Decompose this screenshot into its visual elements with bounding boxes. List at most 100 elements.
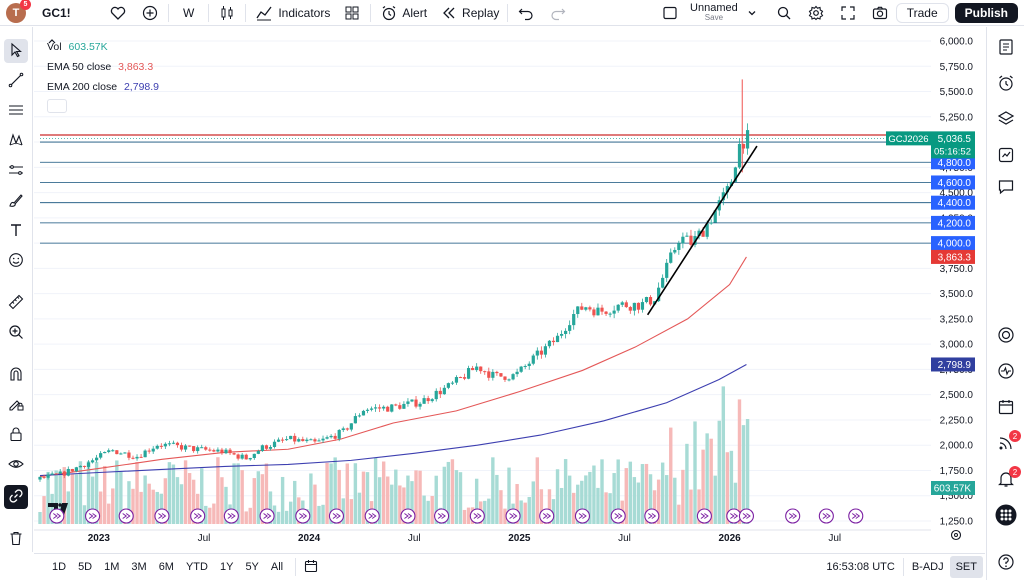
sync-drawings-tool[interactable] — [4, 485, 28, 509]
chart-type-button[interactable] — [211, 0, 243, 26]
data-window-button[interactable] — [995, 145, 1017, 167]
event-markers[interactable] — [48, 503, 864, 524]
rollover-marker-arrows — [88, 513, 97, 519]
settings-button[interactable] — [800, 0, 832, 26]
rollover-marker[interactable] — [738, 508, 754, 524]
rollover-marker[interactable] — [505, 508, 521, 524]
rollover-marker[interactable] — [223, 508, 239, 524]
horizontal-lines-tool[interactable] — [4, 99, 28, 123]
help-button[interactable] — [995, 552, 1017, 574]
range-5d[interactable]: 5D — [78, 561, 93, 573]
range-1d[interactable]: 1D — [52, 561, 67, 573]
rollover-marker[interactable] — [644, 508, 660, 524]
brush-tool[interactable] — [4, 189, 28, 213]
rollover-marker[interactable] — [434, 508, 450, 524]
replay-button[interactable]: Replay — [433, 0, 505, 26]
rollover-marker[interactable] — [726, 508, 742, 524]
forecast-tool[interactable] — [4, 159, 28, 183]
trendline-drawing[interactable] — [646, 145, 758, 316]
redo-button[interactable] — [542, 0, 574, 26]
publish-button[interactable]: Publish — [954, 2, 1018, 23]
fullscreen-button[interactable] — [832, 0, 864, 26]
notifications-button[interactable]: 2 — [995, 466, 1021, 491]
volume-bar — [264, 463, 269, 524]
user-avatar[interactable]: T 5 — [6, 0, 31, 23]
rollover-marker[interactable] — [785, 508, 801, 524]
rollover-marker[interactable] — [696, 508, 712, 524]
rollover-marker[interactable] — [848, 508, 864, 524]
price-chart[interactable]: 6,000.05,750.05,500.05,250.05,000.04,750… — [34, 27, 985, 552]
screener-button[interactable] — [995, 361, 1017, 383]
zoom-tool[interactable] — [4, 321, 28, 345]
rollover-marker[interactable] — [610, 508, 626, 524]
rollover-marker[interactable] — [364, 508, 380, 524]
rollover-marker[interactable] — [259, 508, 275, 524]
alerts-panel-button[interactable] — [995, 73, 1017, 95]
magnet-tool[interactable] — [4, 363, 28, 387]
clock-timezone[interactable]: 16:53:08 UTC — [826, 561, 895, 573]
undo-button[interactable] — [510, 0, 542, 26]
rollover-marker[interactable] — [154, 508, 170, 524]
range-1y[interactable]: 1Y — [219, 561, 234, 573]
hide-drawings-tool[interactable] — [4, 453, 28, 477]
measure-tool[interactable] — [4, 291, 28, 315]
compare-button[interactable] — [102, 0, 134, 26]
text-tool[interactable] — [4, 219, 28, 243]
emoji-tool[interactable] — [4, 249, 28, 273]
volume-bar — [78, 461, 83, 524]
layout-menu[interactable]: Unnamed Save — [654, 0, 768, 26]
horizontal-price-lines[interactable] — [40, 134, 931, 244]
rollover-marker[interactable] — [818, 508, 834, 524]
rollover-marker[interactable] — [190, 508, 206, 524]
watchlist-button[interactable] — [995, 37, 1017, 59]
legend-ema50[interactable]: EMA 50 close 3,863.3 — [47, 57, 159, 77]
axis-settings-icon[interactable] — [950, 529, 962, 541]
rollover-marker[interactable] — [118, 508, 134, 524]
pine-editor-button[interactable] — [995, 325, 1017, 347]
range-1m[interactable]: 1M — [104, 561, 120, 573]
range-5y[interactable]: 5Y — [245, 561, 259, 573]
trend-line-tool[interactable] — [4, 69, 28, 93]
rollover-marker[interactable] — [49, 508, 65, 524]
remove-drawings-tool[interactable] — [4, 527, 28, 551]
quick-search-button[interactable] — [768, 0, 800, 26]
rollover-marker[interactable] — [400, 508, 416, 524]
object-tree-button[interactable] — [995, 109, 1017, 131]
chat-button[interactable] — [995, 177, 1017, 199]
interval-selector[interactable]: W — [183, 5, 195, 20]
cursor-tool[interactable] — [4, 39, 28, 63]
legend-collapse-button[interactable] — [47, 39, 67, 113]
go-to-date-button[interactable] — [298, 559, 324, 576]
range-ytd[interactable]: YTD — [185, 561, 208, 573]
rollover-marker[interactable] — [295, 508, 311, 524]
rollover-marker[interactable] — [469, 508, 485, 524]
range-6m[interactable]: 6M — [158, 561, 174, 573]
lock-drawing-tool[interactable] — [4, 393, 28, 417]
snapshot-button[interactable] — [864, 0, 896, 26]
ideas-stream-button[interactable]: 2 — [995, 430, 1021, 455]
session-toggle[interactable]: SET — [949, 556, 983, 578]
volume-bar — [329, 463, 333, 524]
pattern-tool[interactable] — [4, 129, 28, 153]
legend-volume[interactable]: Vol 603.57K — [47, 37, 159, 57]
rollover-marker[interactable] — [328, 508, 345, 524]
chart-pane[interactable]: 6,000.05,750.05,500.05,250.05,000.04,750… — [34, 27, 985, 552]
rollover-marker[interactable] — [85, 508, 101, 524]
lock-all-tool[interactable] — [4, 423, 28, 447]
price-axis[interactable]: 6,000.05,750.05,500.05,250.05,000.04,750… — [886, 27, 985, 552]
symbol-search[interactable]: GC1! — [42, 5, 71, 20]
time-axis[interactable]: 2023 Jul 2024 Jul 2025 Jul 2026 Jul — [34, 529, 931, 544]
range-all[interactable]: All — [270, 561, 284, 573]
rollover-marker[interactable] — [539, 508, 555, 524]
range-3m[interactable]: 3M — [131, 561, 147, 573]
add-symbol-button[interactable] — [134, 0, 166, 26]
trade-button[interactable]: Trade — [895, 2, 949, 23]
layouts-button[interactable] — [336, 0, 368, 26]
rollover-marker[interactable] — [574, 508, 590, 524]
apps-button[interactable] — [995, 504, 1017, 527]
indicators-button[interactable]: Indicators — [248, 0, 336, 26]
alert-button[interactable]: Alert — [373, 0, 433, 26]
adjustment-toggle[interactable]: B-ADJ — [911, 561, 944, 573]
legend-ema200[interactable]: EMA 200 close 2,798.9 — [47, 77, 159, 97]
calendar-button[interactable] — [995, 397, 1017, 419]
